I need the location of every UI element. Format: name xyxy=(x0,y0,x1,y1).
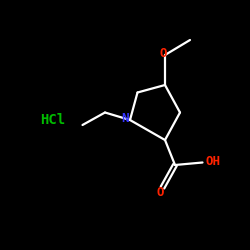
Text: N: N xyxy=(121,112,128,125)
Text: OH: OH xyxy=(206,155,220,168)
Text: O: O xyxy=(160,47,168,60)
Text: O: O xyxy=(156,186,164,199)
Text: HCl: HCl xyxy=(40,113,65,127)
